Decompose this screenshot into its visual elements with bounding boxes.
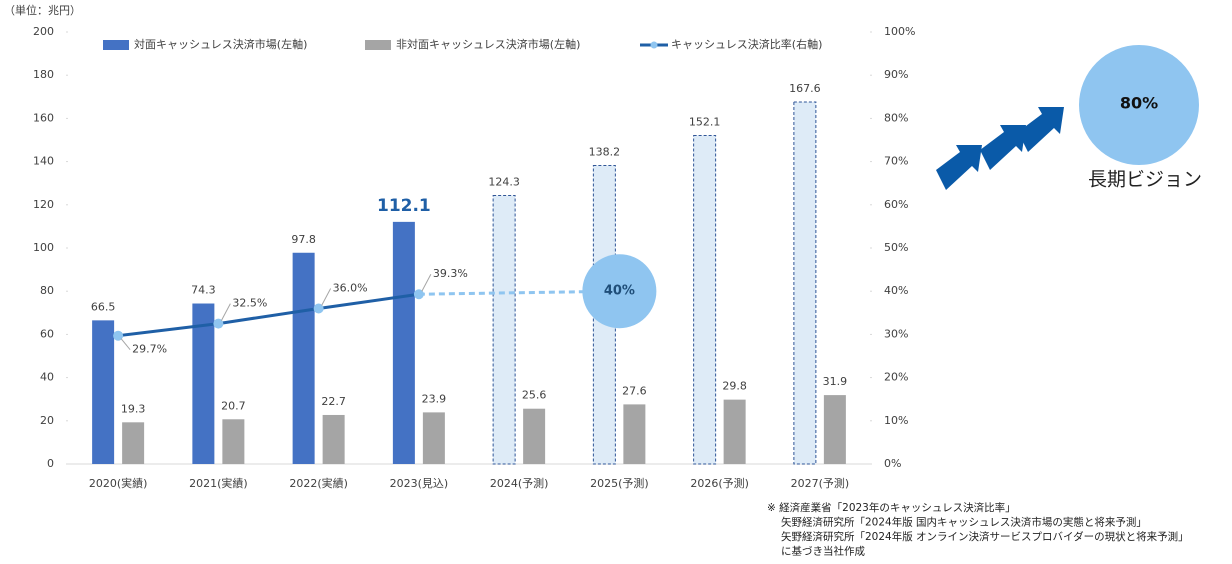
- y2-tick-label: 0%: [884, 457, 901, 470]
- legend-marker: [650, 41, 658, 49]
- y2-tick-label: 30%: [884, 327, 908, 340]
- unit-label: （単位：兆円）: [4, 3, 81, 17]
- y2-tick-label: 100%: [884, 25, 915, 38]
- y2-tick-label: 80%: [884, 111, 908, 124]
- bar-value-label: 112.1: [377, 196, 431, 216]
- y2-tick-label: 70%: [884, 155, 908, 168]
- footnote: に基づき当社作成: [781, 545, 865, 558]
- legend-label: 非対面キャッシュレス決済市場(左軸): [396, 37, 580, 51]
- ratio-label: 39.3%: [433, 267, 468, 280]
- bar: [192, 303, 215, 464]
- x-tick-label: 2027(予測): [791, 476, 850, 490]
- ratio-marker: [313, 303, 324, 314]
- bar: [292, 252, 315, 464]
- legend-label: 対面キャッシュレス決済市場(左軸): [134, 37, 307, 51]
- legend-swatch: [103, 40, 129, 50]
- y-tick-label: 40: [40, 371, 54, 384]
- bar-value-label: 29.8: [722, 380, 747, 393]
- bar: [92, 320, 115, 464]
- legend-swatch: [365, 40, 391, 50]
- vision-label: 長期ビジョン: [1088, 169, 1202, 191]
- projection-line: [418, 289, 620, 296]
- bar-value-label: 74.3: [191, 284, 216, 297]
- bar: [222, 419, 245, 464]
- y-tick-label: 100: [33, 241, 54, 254]
- footnote: 矢野経済研究所「2024年版 国内キャッシュレス決済市場の実態と将来予測」: [781, 516, 1147, 529]
- bar-value-label: 138.2: [589, 145, 621, 158]
- y-tick-label: 120: [33, 198, 54, 211]
- y2-tick-label: 10%: [884, 414, 908, 427]
- footnote: ※ 経済産業省「2023年のキャッシュレス決済比率」: [767, 501, 1016, 514]
- bar-value-label: 152.1: [689, 115, 721, 128]
- y2-tick-label: 90%: [884, 68, 908, 81]
- bar: [322, 414, 345, 464]
- bar: [422, 412, 445, 464]
- y-tick-label: 200: [33, 25, 54, 38]
- bar: [392, 221, 415, 464]
- target-bubble: [582, 254, 657, 329]
- y2-tick-label: 40%: [884, 284, 908, 297]
- x-tick-label: 2024(予測): [490, 476, 549, 490]
- vision-arrows: [936, 107, 1064, 190]
- x-tick-label: 2020(実績): [89, 476, 148, 490]
- y2-tick-label: 20%: [884, 371, 908, 384]
- y-tick-label: 60: [40, 327, 54, 340]
- ratio-marker: [213, 318, 224, 329]
- bar-value-label: 25.6: [522, 389, 547, 402]
- bar-value-label: 22.7: [321, 395, 346, 408]
- bar: [523, 408, 546, 464]
- ratio-marker: [413, 289, 424, 300]
- vision-value-label: 80%: [1120, 94, 1158, 113]
- leader-line: [321, 288, 332, 306]
- bar: [693, 134, 717, 465]
- ratio-marker: [113, 330, 124, 341]
- bar-value-label: 124.3: [488, 176, 520, 189]
- y2-tick-label: 50%: [884, 241, 908, 254]
- bar: [793, 101, 817, 465]
- bar-value-label: 167.6: [789, 82, 821, 95]
- y-tick-label: 160: [33, 111, 54, 124]
- x-tick-label: 2021(実績): [189, 476, 248, 490]
- bar-value-label: 66.5: [91, 300, 116, 313]
- target-label: 40%: [604, 284, 635, 299]
- bar-value-label: 97.8: [291, 233, 316, 246]
- y-tick-label: 20: [40, 414, 54, 427]
- legend-label: キャッシュレス決済比率(右軸): [671, 37, 822, 51]
- bar: [723, 399, 746, 464]
- bar-value-label: 23.9: [422, 392, 447, 405]
- x-tick-label: 2026(予測): [690, 476, 749, 490]
- bar: [492, 195, 516, 465]
- bar-value-label: 27.6: [622, 384, 647, 397]
- ratio-label: 36.0%: [333, 281, 368, 294]
- bar-value-label: 31.9: [823, 375, 848, 388]
- x-tick-label: 2022(実績): [289, 476, 348, 490]
- leader-line: [421, 273, 432, 292]
- x-tick-label: 2025(予測): [590, 476, 649, 490]
- y-tick-label: 0: [47, 457, 54, 470]
- leader-line: [120, 338, 131, 351]
- bar-value-label: 20.7: [221, 399, 246, 412]
- leader-line: [220, 303, 231, 321]
- footnote: 矢野経済研究所「2024年版 オンライン決済サービスプロバイダーの現状と将来予測…: [781, 530, 1189, 543]
- y-tick-label: 80: [40, 284, 54, 297]
- vision-bubble: [1079, 45, 1199, 165]
- ratio-label: 32.5%: [232, 297, 267, 310]
- bar: [122, 422, 145, 464]
- bar-value-label: 19.3: [121, 402, 146, 415]
- y-tick-label: 140: [33, 155, 54, 168]
- y-tick-label: 180: [33, 68, 54, 81]
- x-tick-label: 2023(見込): [390, 477, 449, 490]
- ratio-line: [117, 292, 420, 338]
- y2-tick-label: 60%: [884, 198, 908, 211]
- bar: [823, 395, 846, 464]
- ratio-label: 29.7%: [132, 343, 167, 356]
- bar: [623, 404, 646, 464]
